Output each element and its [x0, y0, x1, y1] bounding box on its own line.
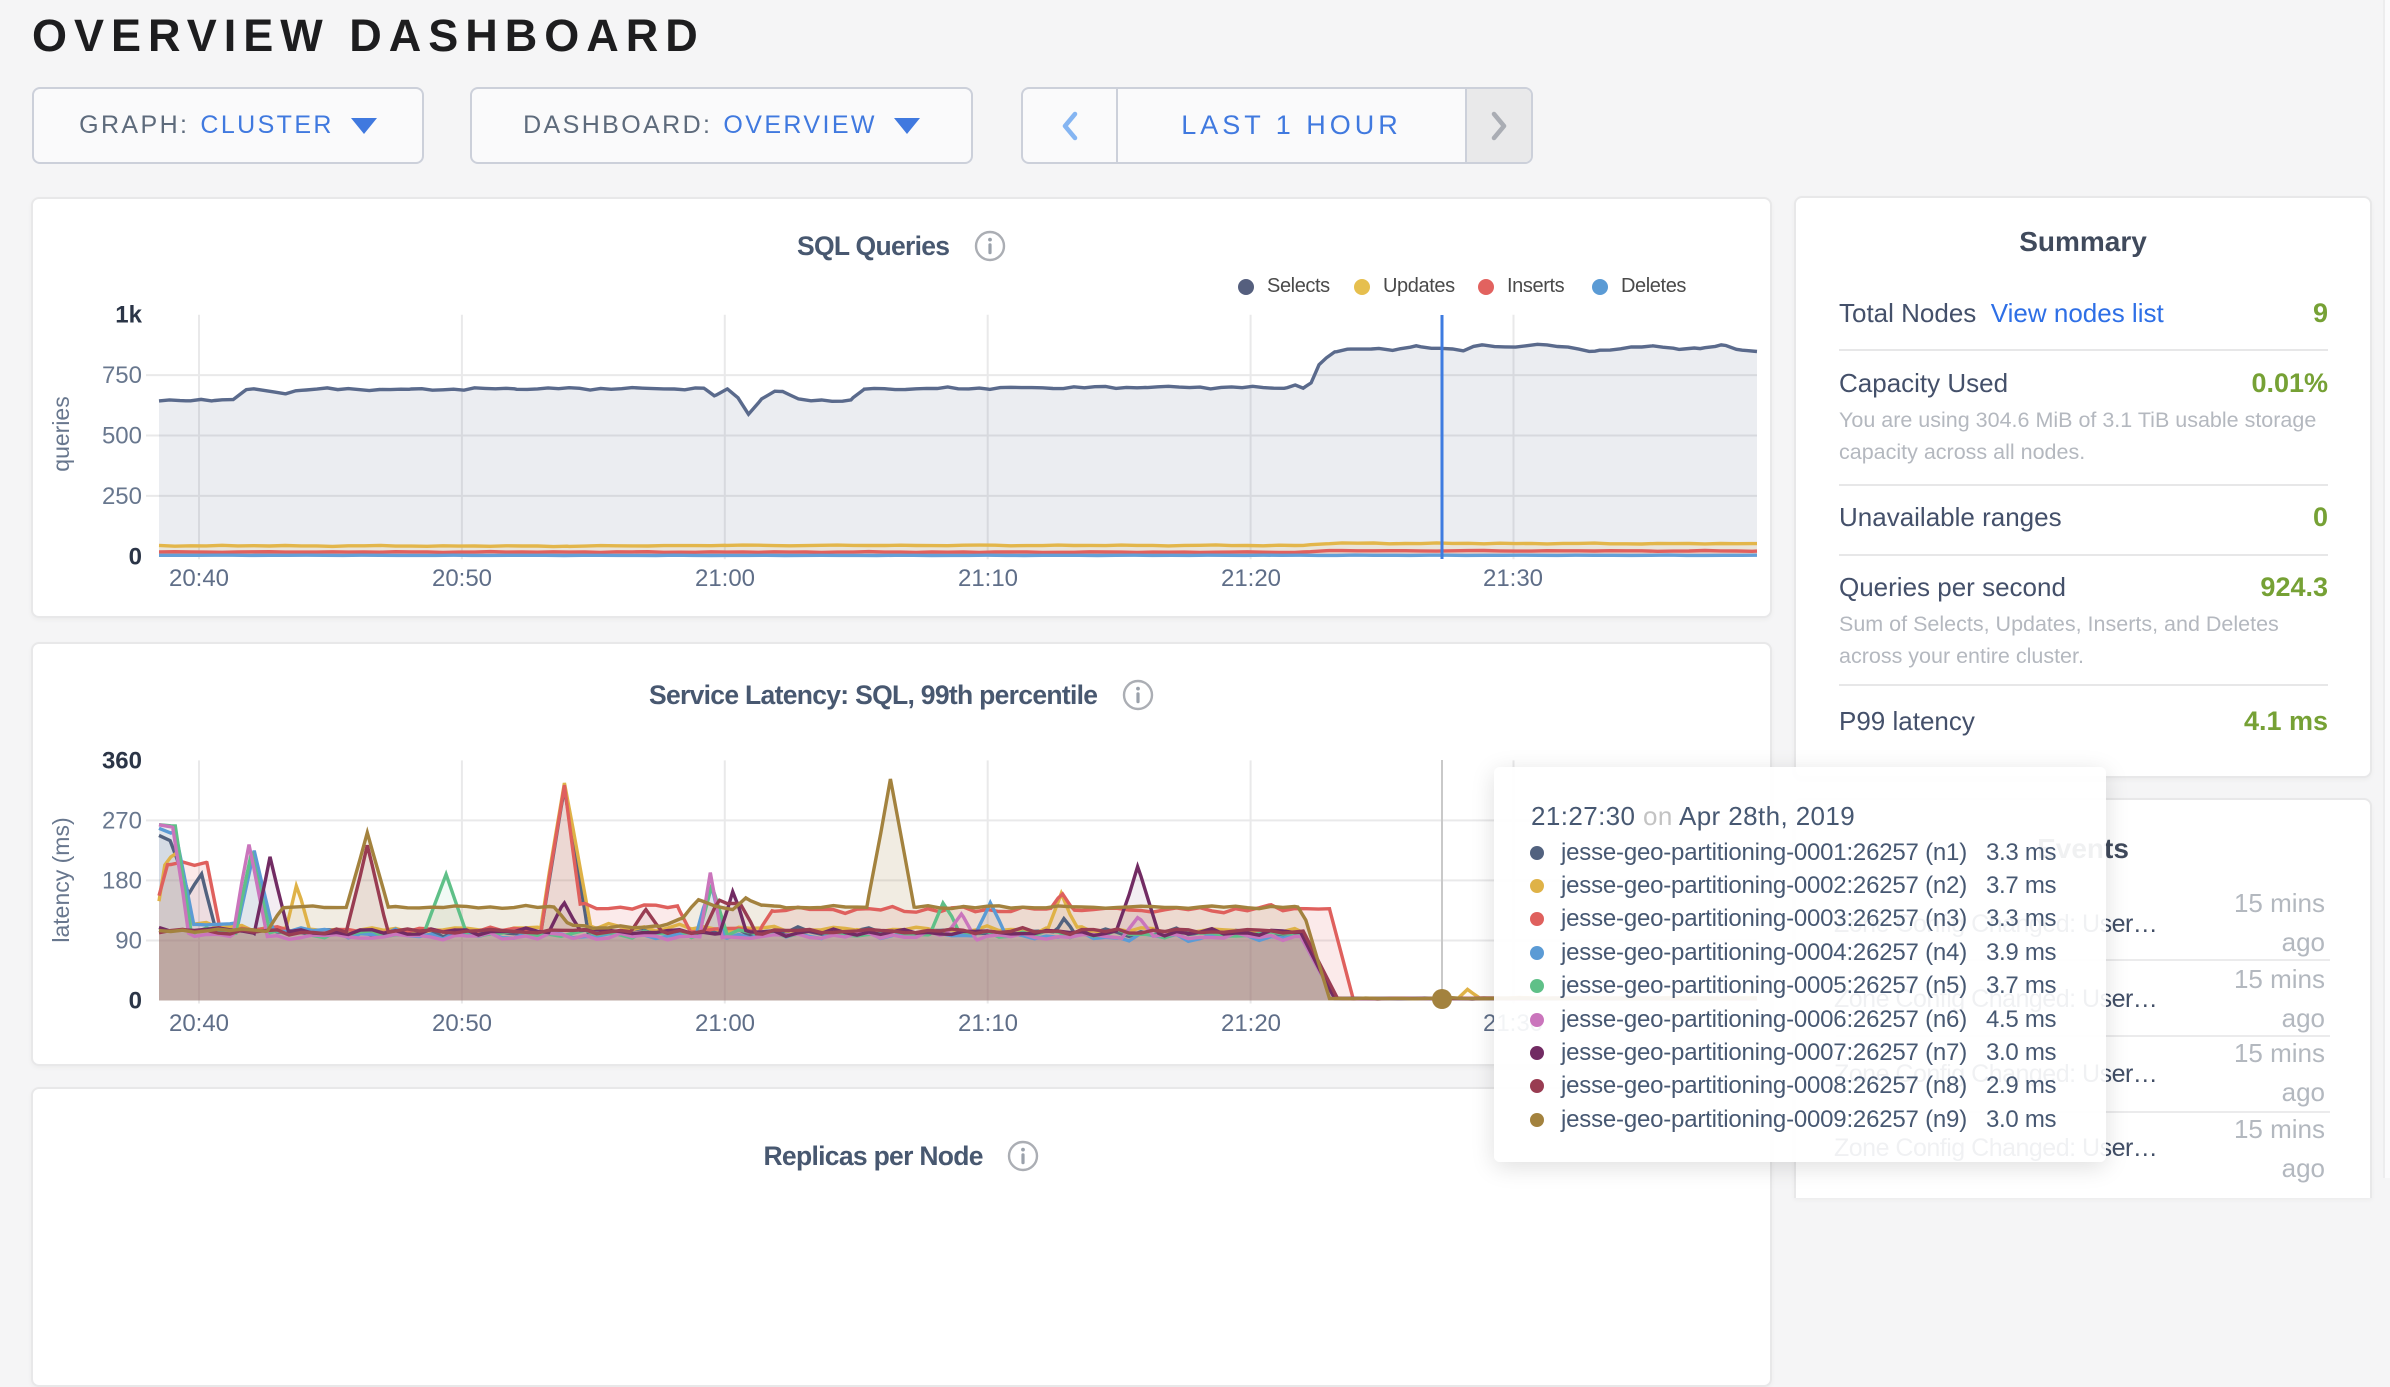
- svg-text:21:30: 21:30: [1483, 565, 1543, 592]
- svg-text:20:50: 20:50: [432, 565, 492, 592]
- svg-text:270: 270: [102, 807, 142, 834]
- svg-text:latency (ms): latency (ms): [48, 817, 74, 942]
- svg-text:0: 0: [129, 543, 142, 570]
- svg-text:180: 180: [102, 867, 142, 894]
- svg-text:21:20: 21:20: [1221, 1010, 1281, 1037]
- svg-text:0: 0: [129, 988, 142, 1015]
- svg-text:21:10: 21:10: [958, 565, 1018, 592]
- svg-text:750: 750: [102, 362, 142, 389]
- svg-text:21:10: 21:10: [958, 1010, 1018, 1037]
- svg-text:90: 90: [115, 928, 142, 955]
- svg-text:21:20: 21:20: [1221, 565, 1281, 592]
- svg-text:250: 250: [102, 483, 142, 510]
- svg-text:20:40: 20:40: [169, 1010, 229, 1037]
- svg-text:20:50: 20:50: [432, 1010, 492, 1037]
- svg-text:queries: queries: [48, 396, 74, 471]
- svg-text:20:40: 20:40: [169, 565, 229, 592]
- svg-text:360: 360: [102, 747, 142, 774]
- svg-text:21:00: 21:00: [695, 565, 755, 592]
- svg-text:21:00: 21:00: [695, 1010, 755, 1037]
- svg-text:1k: 1k: [115, 302, 142, 329]
- svg-text:500: 500: [102, 423, 142, 450]
